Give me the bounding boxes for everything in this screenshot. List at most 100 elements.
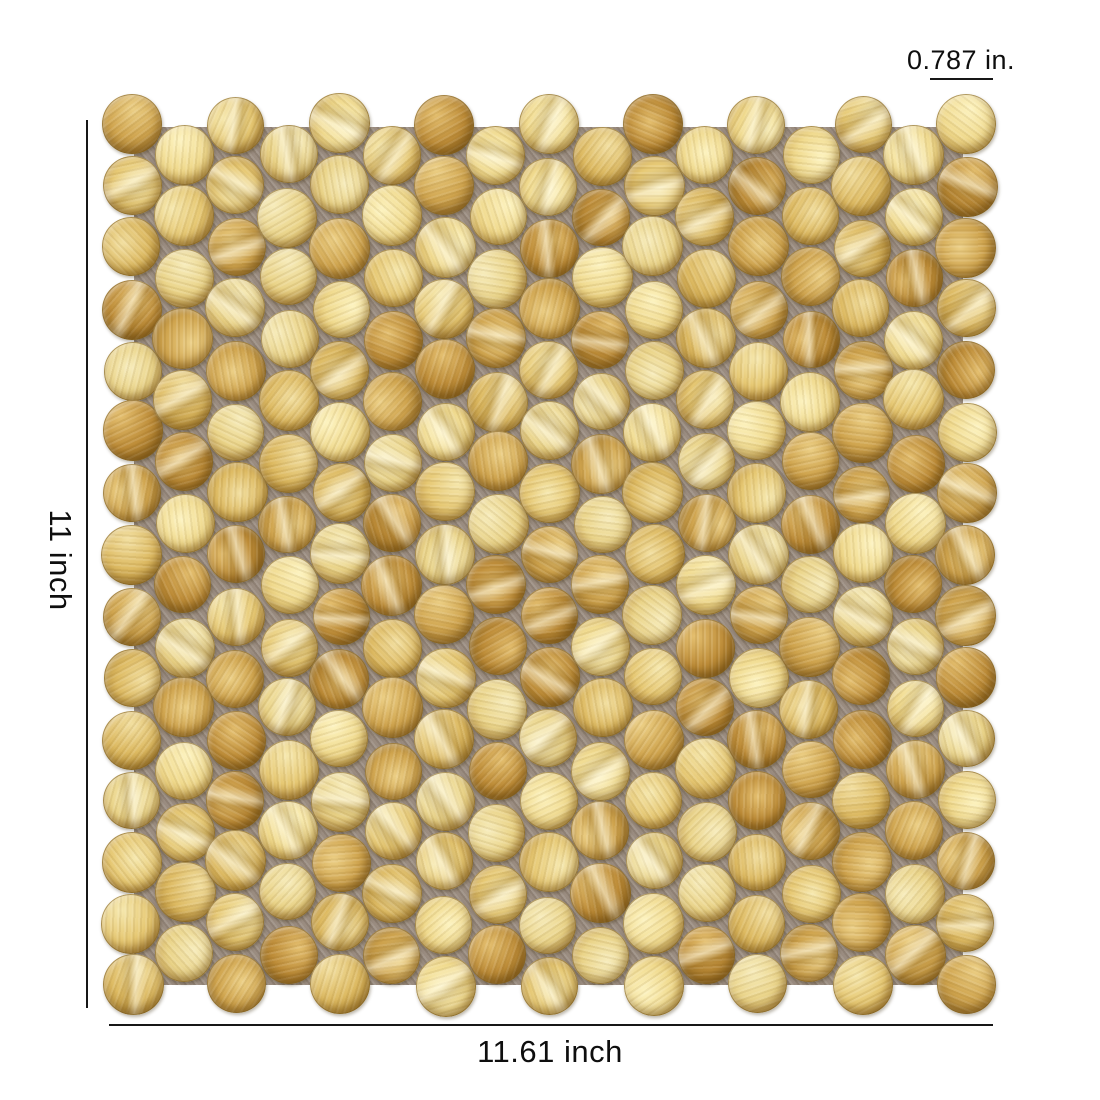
penny-tile [466,248,528,310]
penny-tile [102,155,162,215]
penny-tile [466,371,528,433]
penny-tile [414,584,474,645]
penny-tile [206,587,266,647]
penny-tile [886,617,945,676]
penny-tile [467,804,525,862]
penny-tile [206,156,264,214]
penny-tile [571,433,632,494]
penny-tile [362,493,421,552]
penny-tile [415,338,476,399]
penny-tile [414,709,474,769]
penny-tile [414,896,473,954]
penny-tile [258,495,316,554]
penny-tile [677,863,737,923]
penny-tile [258,678,317,736]
penny-tile [831,402,893,464]
penny-tile [780,495,840,555]
penny-tile [937,278,996,338]
penny-tile [310,893,369,952]
penny-tile [309,523,371,584]
penny-tile [520,525,578,583]
penny-tile [414,524,476,585]
penny-tile [623,956,684,1017]
penny-tile [259,247,317,305]
penny-tile [308,648,370,710]
penny-tile [363,618,423,678]
penny-tile [415,771,475,832]
penny-tile [624,155,685,217]
penny-tile [882,369,944,431]
penny-tile [154,125,215,185]
penny-tile [730,281,788,339]
penny-tile [728,215,789,277]
penny-tile [365,802,423,860]
penny-tile [937,955,996,1014]
penny-tile [309,401,370,462]
penny-tile [518,93,580,154]
penny-tile [831,155,892,216]
penny-tile [207,403,265,461]
penny-tile [519,462,580,523]
penny-tile [205,830,266,891]
penny-tile [675,186,734,246]
penny-tile [831,893,891,953]
penny-tile [519,158,577,216]
penny-tile [467,925,527,985]
penny-tile [469,187,527,245]
penny-tile [205,649,264,708]
penny-tile [468,741,527,801]
penny-tile [205,277,265,338]
width-dimension-label: 11.61 inch [477,1034,623,1069]
penny-tile [363,310,423,370]
penny-tile [572,188,630,247]
penny-tile [885,864,945,925]
penny-tile [622,462,683,523]
penny-tile [833,219,891,278]
penny-tile [416,648,476,708]
penny-tile [832,522,894,584]
penny-tile [207,524,266,583]
penny-tile [624,340,685,400]
penny-tile [936,894,994,952]
penny-tile [678,433,735,491]
penny-tile [727,895,785,953]
penny-tile [831,278,890,337]
penny-tile [778,679,839,739]
penny-tile [207,710,267,771]
penny-tile [727,157,787,216]
penny-tile [834,341,893,400]
penny-tile [309,217,371,279]
penny-tile [362,371,422,432]
penny-tile [155,924,213,983]
penny-tile [153,185,214,246]
penny-tile [885,739,946,800]
penny-tile [675,738,737,800]
penny-tile [519,340,578,400]
penny-tile [622,403,682,463]
penny-tile [312,833,371,893]
penny-tile [260,926,319,985]
penny-tile [155,861,216,923]
penny-tile [728,648,790,709]
penny-tile [832,831,893,892]
penny-tile [312,462,372,522]
penny-tile [153,555,212,614]
penny-tile [727,771,786,830]
penny-tile [782,310,841,368]
penny-tile [362,863,422,924]
penny-tile [309,92,370,154]
penny-tile [258,740,319,801]
penny-tile [100,894,161,954]
penny-tile [726,463,787,523]
penny-tile [781,556,839,614]
penny-tile [102,710,162,770]
penny-tile [622,93,684,155]
penny-tile [624,523,685,584]
penny-tile [309,340,370,401]
penny-tile [154,248,215,309]
penny-tile [623,710,685,771]
penny-tile [260,309,319,368]
penny-tile [937,831,996,890]
